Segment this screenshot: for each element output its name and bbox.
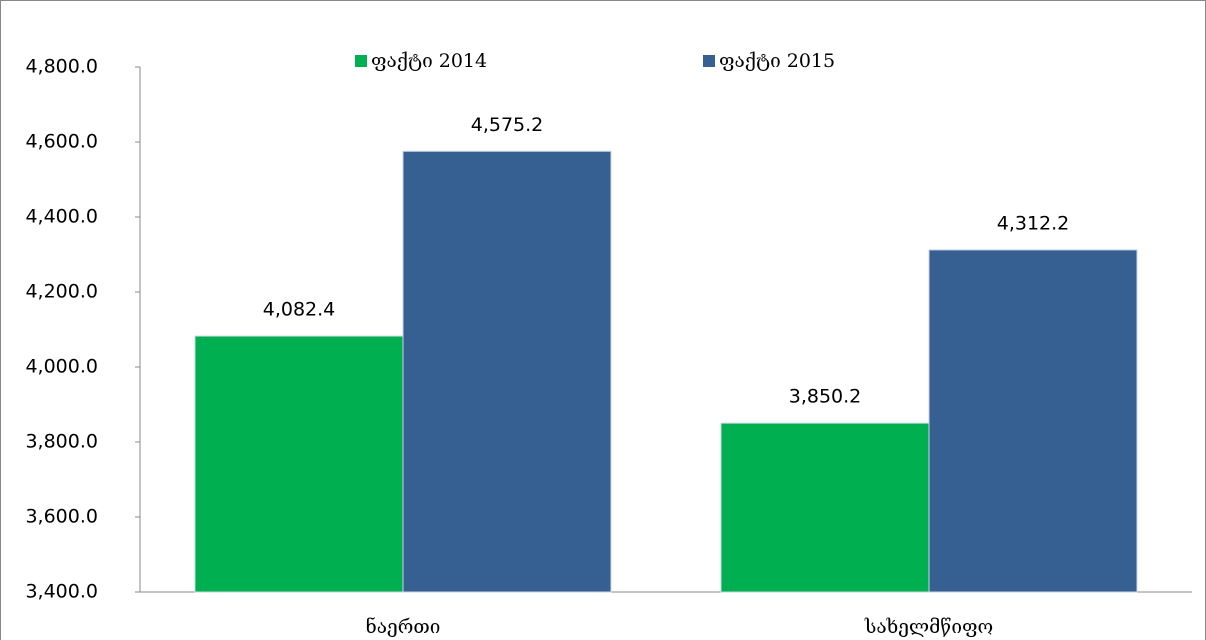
bar — [402, 150, 612, 593]
legend-label: ფაქტი 2015 — [719, 50, 835, 72]
x-tick-label: სახელმწიფო — [864, 616, 993, 638]
bar — [720, 422, 930, 593]
legend-swatch — [703, 55, 715, 67]
y-tick-label: 4,200.0 — [25, 281, 98, 303]
bar — [928, 249, 1138, 593]
value-label: 4,575.2 — [471, 114, 544, 136]
y-tick-label: 3,800.0 — [25, 431, 98, 453]
bar — [194, 335, 404, 593]
legend-swatch — [355, 55, 367, 67]
legend-label: ფაქტი 2014 — [371, 50, 487, 72]
value-label: 4,312.2 — [997, 212, 1070, 234]
y-tick-label: 4,000.0 — [25, 356, 98, 378]
value-label: 4,082.4 — [263, 299, 336, 321]
y-tick-label: 4,400.0 — [25, 206, 98, 228]
y-tick-label: 3,600.0 — [25, 506, 98, 528]
value-label: 3,850.2 — [789, 386, 862, 408]
y-tick-label: 4,800.0 — [25, 56, 98, 78]
y-tick-label: 4,600.0 — [25, 131, 98, 153]
y-tick-label: 3,400.0 — [25, 581, 98, 603]
x-tick-label: ნაერთი — [366, 616, 441, 638]
